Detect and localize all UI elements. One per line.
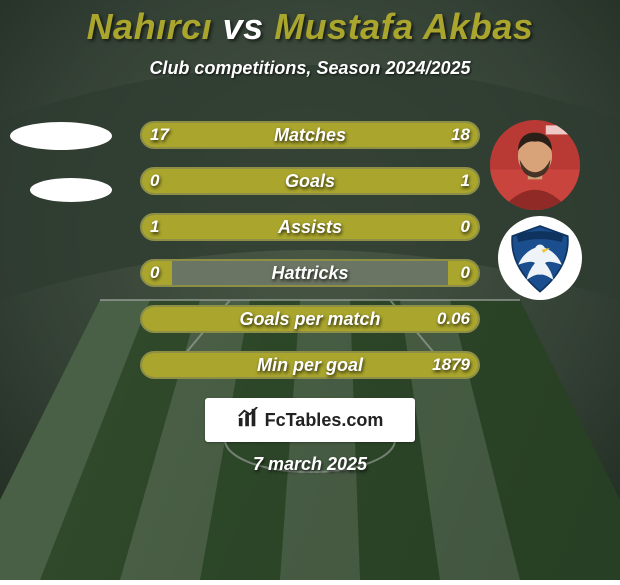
stat-bar-track <box>140 305 480 333</box>
player1-name: Nahırcı <box>87 6 213 47</box>
stat-bar-right <box>172 169 478 193</box>
player1-avatar-placeholder <box>30 178 112 202</box>
stat-bar-left <box>142 353 172 377</box>
stat-row: 00Hattricks <box>140 256 480 290</box>
player2-club-badge <box>498 216 582 300</box>
date-label: 7 march 2025 <box>0 454 620 475</box>
stat-bar-right <box>172 307 478 331</box>
stat-bar-right <box>305 123 478 147</box>
stat-bar-left <box>142 215 448 239</box>
site-badge[interactable]: FcTables.com <box>205 398 415 442</box>
stat-bar-track <box>140 167 480 195</box>
stat-bar-left <box>142 261 172 285</box>
stat-row: 1718Matches <box>140 118 480 152</box>
site-name: FcTables.com <box>265 410 384 431</box>
player1-avatar-placeholder <box>10 122 112 150</box>
stat-bar-left <box>142 169 172 193</box>
stat-bar-track <box>140 259 480 287</box>
stat-bar-right <box>448 261 478 285</box>
stat-bar-left <box>142 307 172 331</box>
vs-text: vs <box>223 6 264 47</box>
stat-bar-track <box>140 121 480 149</box>
stat-row: 0.06Goals per match <box>140 302 480 336</box>
player2-name: Mustafa Akbas <box>274 6 533 47</box>
stat-bar-track <box>140 213 480 241</box>
chart-icon <box>237 407 259 434</box>
stat-bar-left <box>142 123 305 147</box>
stats-container: 1718Matches 01Goals 10Assists 00Hattricks 0.… <box>140 118 480 394</box>
stat-bar-right <box>172 353 478 377</box>
stat-bar-right <box>448 215 478 239</box>
stat-bar-track <box>140 351 480 379</box>
subtitle: Club competitions, Season 2024/2025 <box>0 58 620 79</box>
stat-row: 1879Min per goal <box>140 348 480 382</box>
stat-row: 10Assists <box>140 210 480 244</box>
comparison-title: Nahırcı vs Mustafa Akbas <box>0 0 620 48</box>
stat-row: 01Goals <box>140 164 480 198</box>
player2-avatar <box>490 120 580 210</box>
